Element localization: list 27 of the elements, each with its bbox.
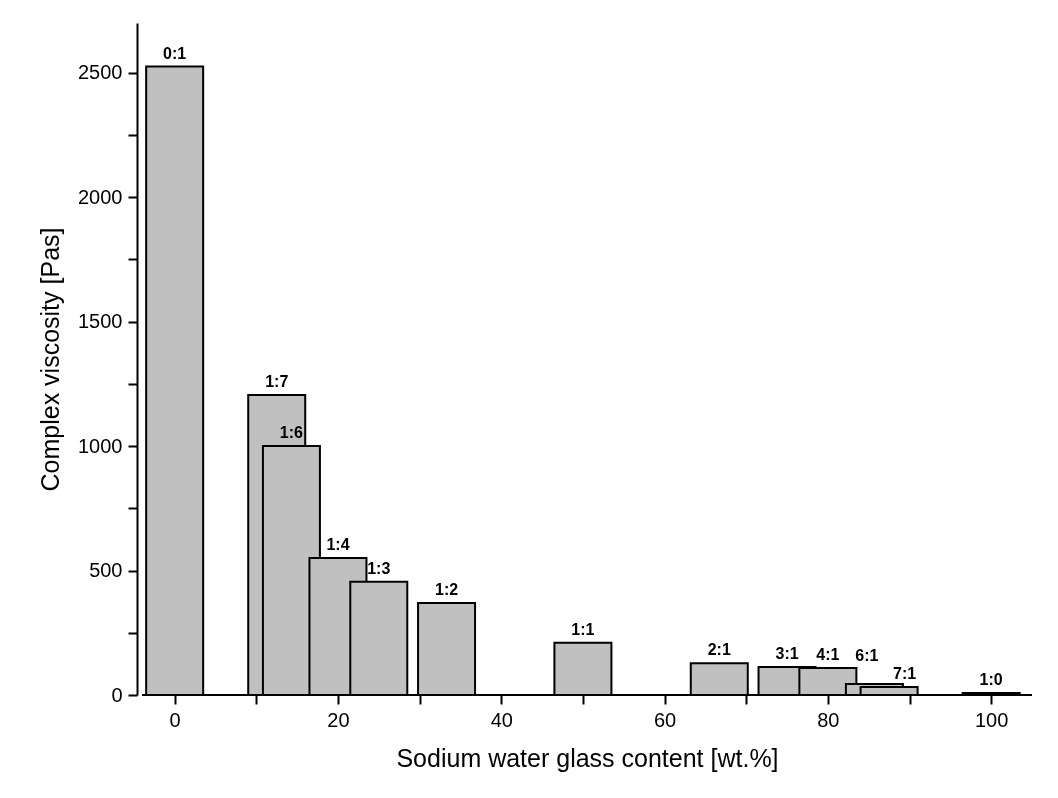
data-label: 1:0 <box>979 671 1003 689</box>
data-label: 4:1 <box>816 646 840 664</box>
x-tick-label: 80 <box>817 708 840 731</box>
y-tick-label: 500 <box>89 559 123 582</box>
y-tick-label: 1000 <box>78 434 123 457</box>
x-axis-title: Sodium water glass content [wt.%] <box>396 743 779 772</box>
x-tick-label: 0 <box>169 708 181 731</box>
data-label: 1:3 <box>367 559 391 577</box>
y-tick-label: 1500 <box>78 310 123 333</box>
data-label: 1:4 <box>326 536 350 554</box>
data-label: 7:1 <box>893 665 917 683</box>
y-axis-title: Complex viscosity [Pas] <box>36 227 65 492</box>
y-tick-label: 2500 <box>78 61 123 84</box>
y-tick-label: 2000 <box>78 185 123 208</box>
x-tick-label: 40 <box>490 708 513 731</box>
data-label: 0:1 <box>163 44 187 62</box>
data-label: 2:1 <box>707 641 731 659</box>
data-label: 3:1 <box>775 645 799 663</box>
x-tick-label: 60 <box>653 708 677 731</box>
data-label: 1:1 <box>571 620 595 638</box>
y-tick-label: 0 <box>111 683 123 706</box>
data-label: 1:7 <box>265 373 289 391</box>
data-label: 6:1 <box>855 647 879 665</box>
x-tick-label: 20 <box>327 708 350 731</box>
x-tick-label: 100 <box>974 708 1009 731</box>
data-label: 1:6 <box>279 424 304 442</box>
data-label: 1:2 <box>435 580 459 598</box>
